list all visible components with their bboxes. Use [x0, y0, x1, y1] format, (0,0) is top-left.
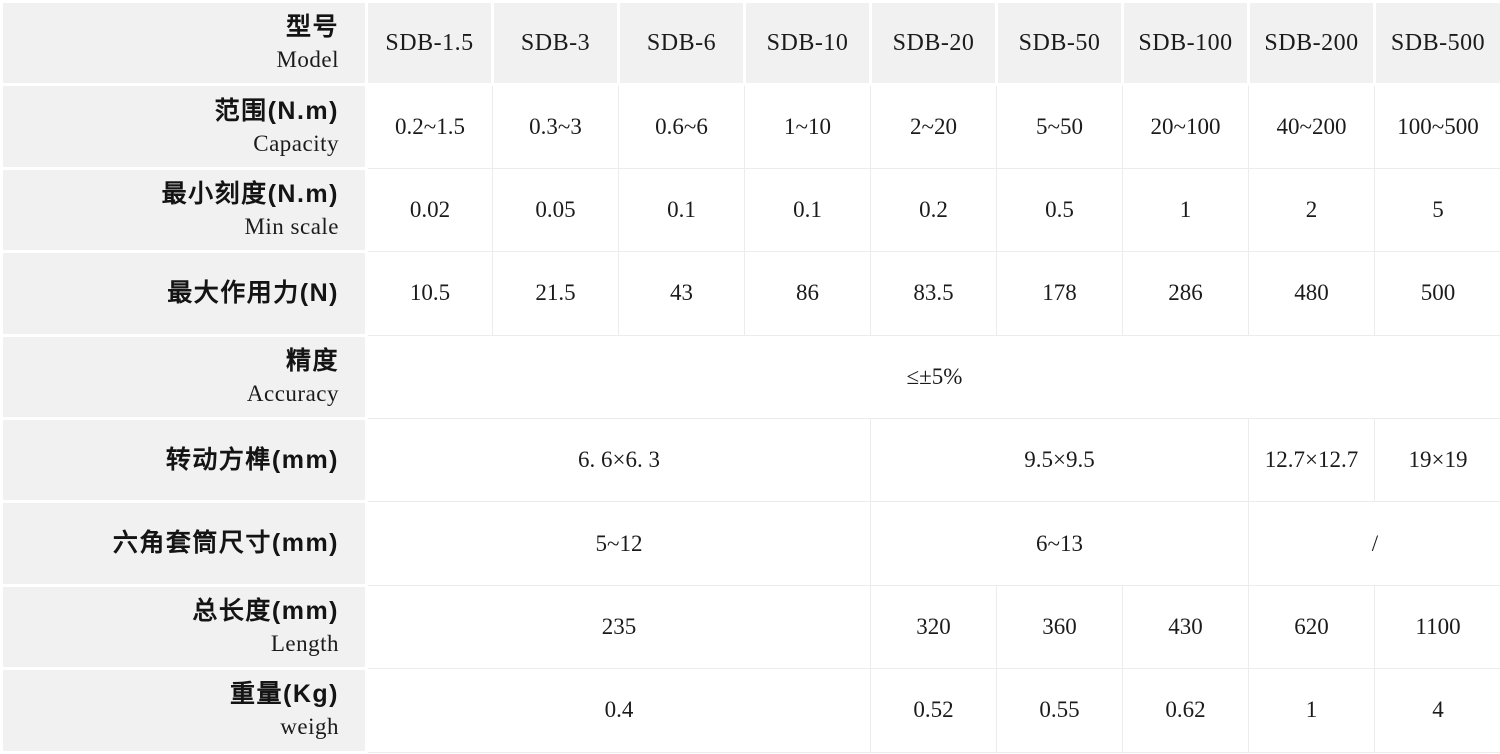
- value-cell: 1100: [1375, 585, 1500, 668]
- value-cell: 40~200: [1249, 85, 1375, 168]
- value-cell: 620: [1249, 585, 1375, 668]
- value-cell: 360: [997, 585, 1123, 668]
- row-label-en: Length: [3, 628, 339, 659]
- value-cell: 1: [1123, 168, 1249, 251]
- value-cell: 100~500: [1375, 85, 1500, 168]
- row-label-zh: 总长度(mm): [3, 595, 339, 628]
- value-cell: 21.5: [493, 252, 619, 335]
- model-header: SDB-200: [1249, 2, 1375, 85]
- value-cell: 20~100: [1123, 85, 1249, 168]
- row-label-zh: 范围(N.m): [3, 95, 339, 128]
- value-cell: 0.05: [493, 168, 619, 251]
- model-header: SDB-10: [745, 2, 871, 85]
- value-cell: 4: [1375, 669, 1500, 752]
- model-header: SDB-500: [1375, 2, 1500, 85]
- value-cell: 6. 6×6. 3: [367, 418, 871, 501]
- value-cell: 9.5×9.5: [871, 418, 1249, 501]
- value-cell: 286: [1123, 252, 1249, 335]
- value-cell: 1: [1249, 669, 1375, 752]
- model-header: SDB-20: [871, 2, 997, 85]
- value-cell: 2~20: [871, 85, 997, 168]
- row-label-en: Model: [3, 44, 339, 75]
- model-header: SDB-6: [619, 2, 745, 85]
- model-header: SDB-3: [493, 2, 619, 85]
- value-cell: 0.6~6: [619, 85, 745, 168]
- value-cell: 43: [619, 252, 745, 335]
- value-cell: 0.4: [367, 669, 871, 752]
- row-label-en: Min scale: [3, 211, 339, 242]
- value-cell: 10.5: [367, 252, 493, 335]
- row-label-zh: 最大作用力(N): [3, 277, 339, 310]
- row-label: 最大作用力(N): [2, 252, 367, 335]
- value-cell: 0.52: [871, 669, 997, 752]
- value-cell: 86: [745, 252, 871, 335]
- row-label: 范围(N.m)Capacity: [2, 85, 367, 168]
- row-label-en: Capacity: [3, 128, 339, 159]
- value-cell: 5~50: [997, 85, 1123, 168]
- value-cell: 178: [997, 252, 1123, 335]
- value-cell: 1~10: [745, 85, 871, 168]
- value-cell: 83.5: [871, 252, 997, 335]
- model-header: SDB-100: [1123, 2, 1249, 85]
- row-label-zh: 精度: [3, 345, 339, 378]
- value-cell: ≤±5%: [367, 335, 1500, 418]
- value-cell: 0.1: [619, 168, 745, 251]
- row-label: 最小刻度(N.m)Min scale: [2, 168, 367, 251]
- row-label: 六角套筒尺寸(mm): [2, 502, 367, 585]
- value-cell: 0.3~3: [493, 85, 619, 168]
- value-cell: 0.02: [367, 168, 493, 251]
- value-cell: 0.62: [1123, 669, 1249, 752]
- row-label: 总长度(mm)Length: [2, 585, 367, 668]
- value-cell: 6~13: [871, 502, 1249, 585]
- value-cell: /: [1249, 502, 1500, 585]
- value-cell: 235: [367, 585, 871, 668]
- model-header: SDB-50: [997, 2, 1123, 85]
- value-cell: 430: [1123, 585, 1249, 668]
- value-cell: 480: [1249, 252, 1375, 335]
- value-cell: 0.2: [871, 168, 997, 251]
- value-cell: 320: [871, 585, 997, 668]
- row-label: 转动方榫(mm): [2, 418, 367, 501]
- row-label: 重量(Kg)weigh: [2, 669, 367, 752]
- value-cell: 0.5: [997, 168, 1123, 251]
- value-cell: 0.1: [745, 168, 871, 251]
- row-label-en: Accuracy: [3, 378, 339, 409]
- value-cell: 19×19: [1375, 418, 1500, 501]
- row-label-zh: 六角套筒尺寸(mm): [3, 527, 339, 560]
- row-label-zh: 型号: [3, 11, 339, 44]
- row-label-zh: 重量(Kg): [3, 678, 339, 711]
- model-header: SDB-1.5: [367, 2, 493, 85]
- value-cell: 12.7×12.7: [1249, 418, 1375, 501]
- row-label-en: weigh: [3, 711, 339, 742]
- value-cell: 0.55: [997, 669, 1123, 752]
- value-cell: 500: [1375, 252, 1500, 335]
- value-cell: 5: [1375, 168, 1500, 251]
- value-cell: 2: [1249, 168, 1375, 251]
- row-label-zh: 转动方榫(mm): [3, 444, 339, 477]
- row-label-zh: 最小刻度(N.m): [3, 178, 339, 211]
- value-cell: 5~12: [367, 502, 871, 585]
- value-cell: 0.2~1.5: [367, 85, 493, 168]
